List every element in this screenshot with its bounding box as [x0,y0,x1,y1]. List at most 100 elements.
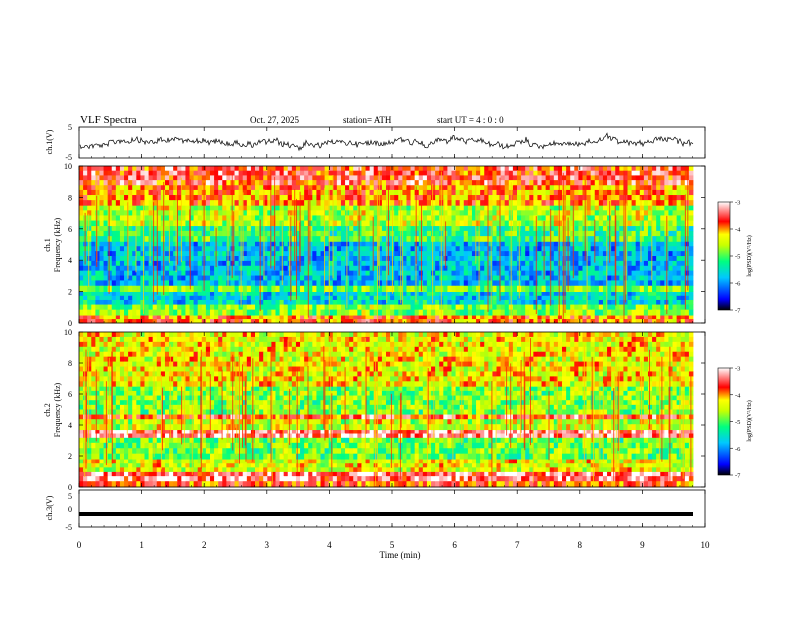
ch1-spectrogram-cell [525,256,529,261]
ch1-spectrogram-cell [308,315,312,319]
ch1-spectrogram-cell [280,190,284,196]
ch1-spectrogram-cell [194,292,198,297]
ch1-spectrogram-cell [570,195,574,201]
ch2-spectrogram-cell [222,481,226,488]
ch1-spectrogram-cell [144,180,148,185]
ch1-spectrogram-cell [681,292,685,297]
ch1-spectrogram-cell [333,292,337,297]
ch1-spectrogram-cell [632,315,636,319]
ch1-spectrogram-cell [468,280,472,285]
ch1-spectrogram-cell [529,171,533,176]
ch1-spectrogram-cell [427,285,431,292]
ch1-spectrogram-cell [239,310,243,316]
ch1-spectrogram-cell [116,185,120,191]
ch1-spectrogram-cell [284,171,288,176]
ch1-spectrogram-cell [537,271,541,276]
ch1-spectrogram-cell [222,236,226,242]
ch1-spectrogram-cell [591,271,595,276]
ch1-spectrogram-cell [235,185,239,191]
ch1-spectrogram-cell [132,276,136,281]
ch1-spectrogram-cell [194,221,198,227]
ch1-spectrogram-cell [173,296,177,301]
ch1-spectrogram-cell [136,175,140,180]
ch1-spectrogram-cell [456,171,460,176]
ch1-spectrogram-cell [337,205,341,211]
ch1-spectrogram-cell [275,292,279,297]
ch1-spectrogram-cell [562,231,566,237]
ch1-spectrogram-cell [427,205,431,211]
ch1-spectrogram-cell [83,175,87,180]
ch1-spectrogram-cell [435,251,439,256]
ch1-spectrogram-cell [235,215,239,221]
ch1-spectrogram-cell [533,221,537,227]
ch1-spectrogram-cell [411,185,415,191]
ch1-spectrogram-cell [636,241,640,246]
ch1-spectrogram-cell [308,210,312,216]
ch1-spectrogram-cell [644,271,648,276]
ch1-spectrogram-cell [206,280,210,285]
ch1-spectrogram-cell [537,205,541,211]
ch1-spectrogram-cell [574,215,578,221]
ch1-spectrogram-cell [607,300,611,305]
ch1-spectrogram-cell [325,226,329,232]
ch1-spectrogram-cell [673,195,677,201]
ch1-spectrogram-cell [308,276,312,281]
ch1-spectrogram-cell [144,205,148,211]
ch1-spectrogram-cell [333,310,337,316]
ch1-spectrogram-cell [316,215,320,221]
ch1-spectrogram-cell [104,285,108,292]
ch1-spectrogram-cell [427,241,431,246]
ch1-spectrogram-cell [325,221,329,227]
ch1-spectrogram-cell [542,200,546,206]
ch1-spectrogram-cell [558,166,562,171]
ch1-spectrogram-cell [660,185,664,191]
ch1-spectrogram-cell [406,200,410,206]
ch1-spectrogram-cell [456,175,460,180]
ch2-spectrogram-cell [357,481,361,488]
ch1-spectrogram-cell [144,166,148,171]
ch1-spectrogram-cell [656,185,660,191]
ch1-spectrogram-cell [468,241,472,246]
ch1-spectrogram-cell [423,296,427,301]
ch1-spectrogram-cell [271,175,275,180]
ch1-spectrogram-cell [415,236,419,242]
ch1-spectrogram-cell [525,231,529,237]
ch1-spectrogram-cell [439,166,443,171]
ch1-spectrogram-cell [619,205,623,211]
ch1-spectrogram-cell [104,292,108,297]
ch1-spectrogram-cell [574,166,578,171]
ch1-spectrogram-cell [664,166,668,171]
ch1-spectrogram-cell [132,285,136,292]
ch1-spectrogram-cell [501,180,505,185]
ch1-spectrogram-cell [554,226,558,232]
ch1-spectrogram-cell [476,171,480,176]
ch1-spectrogram-cell [144,241,148,246]
ch1-spectrogram-cell [595,231,599,237]
ch1-spectrogram-cell [177,285,181,292]
ch1-spectrogram-cell [161,166,165,171]
ch1-spectrogram-cell [415,221,419,227]
ch1-spectrogram-cell [599,285,603,292]
ch1-spectrogram-cell [640,285,644,292]
ch1-spectrogram-cell [169,300,173,305]
ch2-spectrogram-cell [198,481,202,488]
ch1-spectrogram-cell [517,190,521,196]
ch1-spectrogram-cell [423,285,427,292]
ch1-spectrogram-cell [546,276,550,281]
ch1-spectrogram-cell [312,266,316,271]
ch1-spectrogram-cell [136,226,140,232]
ch1-spectrogram-cell [226,285,230,292]
ch1-spectrogram-cell [251,231,255,237]
ch1-spectrogram-cell [529,292,533,297]
ch1-spectrogram-cell [660,231,664,237]
ch1-spectrogram-cell [468,276,472,281]
ch1-spectrogram-cell [366,185,370,191]
ch1-spectrogram-cell [263,180,267,185]
ch1-spectrogram-cell [361,266,365,271]
ch1-spectrogram-cell [456,215,460,221]
ch1-spectrogram-cell [677,190,681,196]
ch1-spectrogram-cell [120,271,124,276]
ch1-spectrogram-cell [537,285,541,292]
ch1-spectrogram-cell [656,215,660,221]
ch1-spectrogram-cell [644,300,648,305]
